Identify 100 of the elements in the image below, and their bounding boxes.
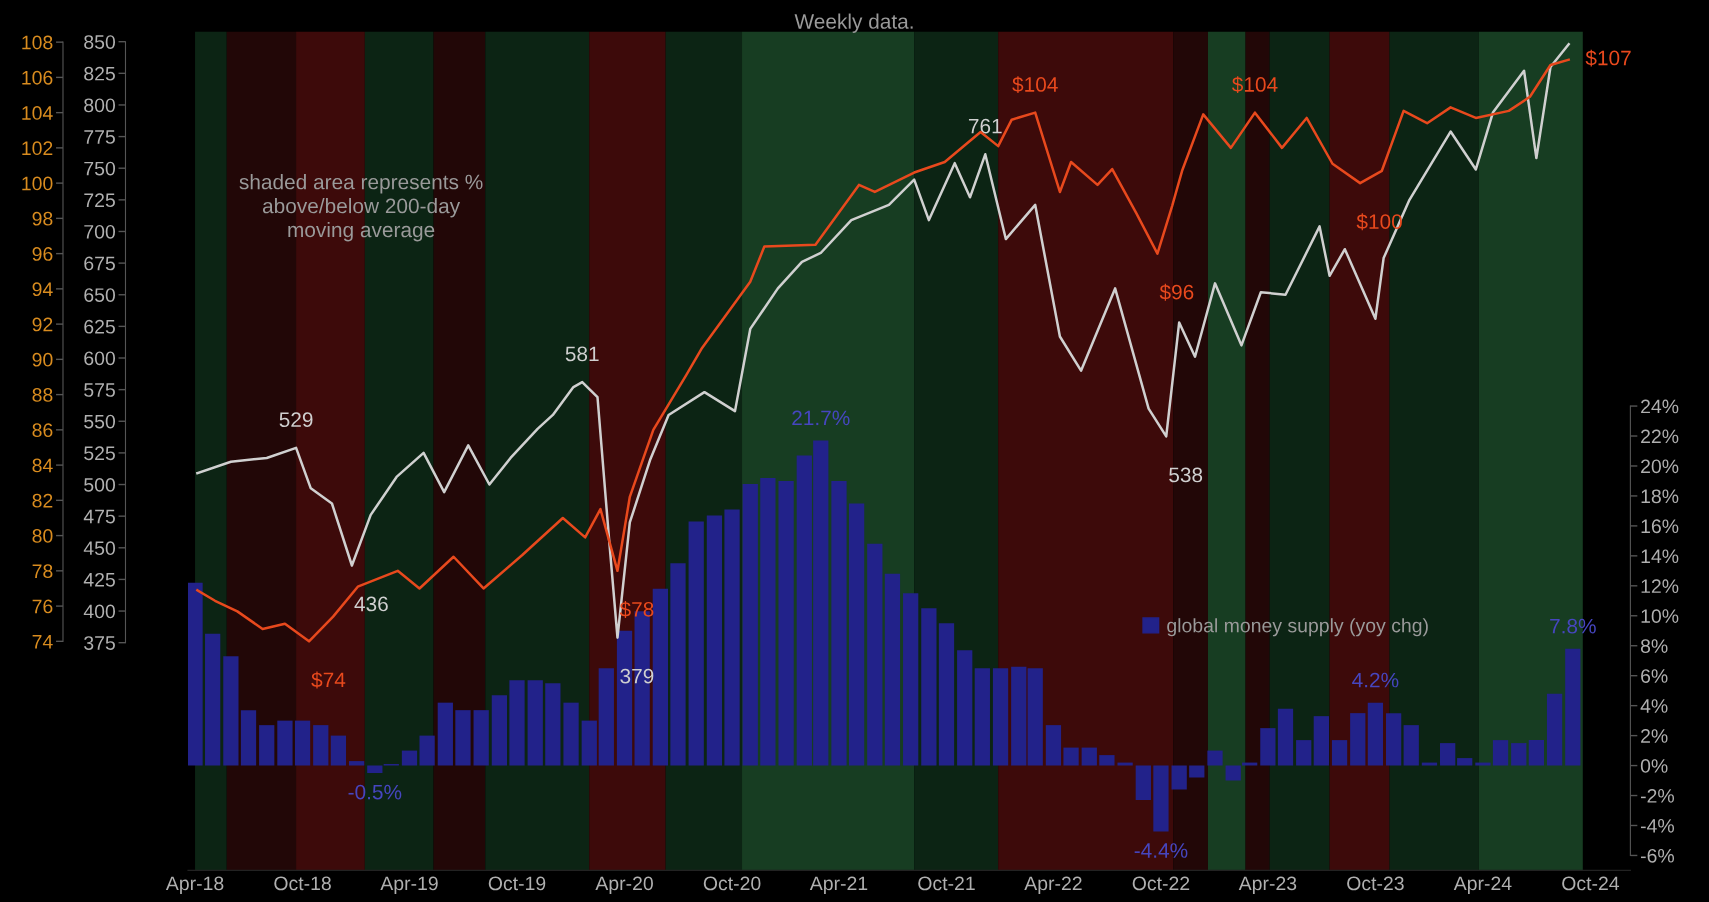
- bar: [706, 515, 723, 766]
- bar: [1207, 750, 1223, 766]
- data-label: 529: [279, 412, 313, 428]
- bar: [1099, 755, 1115, 766]
- legend-label: global money supply (yoy chg): [1167, 618, 1428, 637]
- bar: [401, 750, 418, 766]
- bar: [1063, 747, 1079, 766]
- bar: [223, 656, 239, 766]
- bar: [1492, 740, 1509, 766]
- y2-tick-label: 94: [32, 282, 53, 297]
- y-tick-label: 500: [84, 478, 116, 492]
- y2-tick-label: 88: [32, 388, 53, 402]
- bar: [1189, 765, 1205, 778]
- y2-tick-label: 108: [22, 35, 53, 50]
- x-tick-label: Oct-18: [274, 876, 331, 891]
- y3-tick-label: 4%: [1640, 699, 1668, 713]
- bar: [921, 608, 937, 766]
- bar: [205, 633, 221, 766]
- bar: [1511, 743, 1527, 766]
- bar: [938, 623, 955, 766]
- y3-tick-label: 14%: [1641, 549, 1679, 564]
- bar: [1011, 666, 1027, 766]
- bar: [1225, 765, 1241, 781]
- bar: [688, 521, 704, 766]
- x-tick-label: Oct-23: [1347, 876, 1404, 891]
- bar: [670, 563, 686, 766]
- bar: [1027, 668, 1043, 766]
- bar: [545, 683, 561, 766]
- y3-tick-label: -2%: [1640, 789, 1674, 803]
- x-tick-label: Apr-24: [1453, 876, 1512, 895]
- bar: [1350, 713, 1366, 766]
- y-tick-label: 625: [84, 319, 115, 334]
- y-tick-label: 525: [84, 446, 115, 461]
- bar: [1153, 765, 1169, 832]
- bar: [1313, 716, 1329, 766]
- bar: [778, 480, 794, 766]
- data-label: 7.8%: [1550, 618, 1596, 634]
- y2-tick-label: 84: [32, 458, 53, 473]
- y-tick-label: 475: [83, 509, 115, 524]
- y2-tick-label: 86: [32, 423, 53, 438]
- data-label: $74: [311, 671, 346, 689]
- bar: [1546, 693, 1563, 766]
- data-label: $104: [1012, 76, 1058, 94]
- data-label: -0.5%: [348, 784, 402, 800]
- data-label: 4.2%: [1352, 672, 1399, 688]
- x-tick-label: Oct-19: [488, 876, 546, 891]
- bar: [240, 710, 257, 766]
- y3-tick-label: -4%: [1640, 819, 1674, 833]
- y-tick-label: 800: [84, 98, 116, 113]
- y-tick-label: 400: [83, 604, 116, 619]
- y-tick-label: 450: [83, 541, 116, 556]
- y2-tick-label: 96: [32, 247, 53, 261]
- bar: [419, 735, 435, 766]
- bar: [652, 588, 669, 766]
- y-tick-label: 675: [84, 256, 115, 271]
- y-tick-label: 600: [84, 351, 116, 366]
- y2-tick-label: 90: [32, 352, 53, 367]
- bar: [1135, 765, 1151, 801]
- x-tick-label: Oct-22: [1132, 876, 1190, 891]
- x-tick-label: Oct-21: [918, 876, 975, 891]
- x-tick-label: Apr-20: [595, 876, 653, 895]
- y2-tick-label: 76: [32, 599, 53, 614]
- bar: [277, 720, 293, 766]
- bar: [1296, 740, 1312, 766]
- data-label: $107: [1585, 49, 1631, 67]
- bar: [1528, 740, 1545, 766]
- bar: [1457, 758, 1473, 766]
- y3-tick-label: -6%: [1640, 848, 1674, 863]
- y3-tick-label: 8%: [1640, 639, 1668, 653]
- bar: [491, 695, 508, 766]
- bar: [1475, 762, 1491, 766]
- bar: [848, 503, 865, 766]
- y3-tick-label: 12%: [1641, 579, 1679, 593]
- y2-tick-label: 74: [32, 635, 53, 649]
- bar: [957, 650, 973, 766]
- bar: [473, 710, 489, 766]
- bar: [330, 735, 347, 766]
- annotation: shaded area represents % above/below 200-day moving average: [239, 174, 483, 242]
- bar: [527, 680, 543, 766]
- y3-tick-label: 20%: [1641, 459, 1679, 474]
- y2-tick-label: 98: [32, 211, 53, 226]
- x-tick-label: Apr-18: [165, 876, 224, 895]
- x-tick-label: Apr-22: [1024, 876, 1082, 895]
- data-label: 581: [565, 346, 599, 362]
- y3-tick-label: 24%: [1641, 399, 1679, 414]
- bar: [563, 702, 579, 766]
- y-tick-label: 750: [84, 161, 116, 176]
- y2-tick-label: 80: [32, 529, 53, 543]
- x-tick-label: Apr-19: [380, 876, 438, 895]
- data-label: 21.7%: [792, 410, 850, 426]
- y3-tick-label: 18%: [1641, 489, 1679, 504]
- bar: [1260, 728, 1276, 766]
- y2-tick-label: 100: [22, 176, 53, 191]
- bar: [581, 720, 597, 766]
- y2-tick-label: 102: [22, 141, 53, 156]
- y-tick-label: 725: [84, 193, 115, 208]
- bar: [313, 725, 329, 766]
- bar: [831, 480, 847, 766]
- y2-tick-label: 92: [32, 317, 53, 332]
- y3-tick-label: 6%: [1641, 669, 1668, 683]
